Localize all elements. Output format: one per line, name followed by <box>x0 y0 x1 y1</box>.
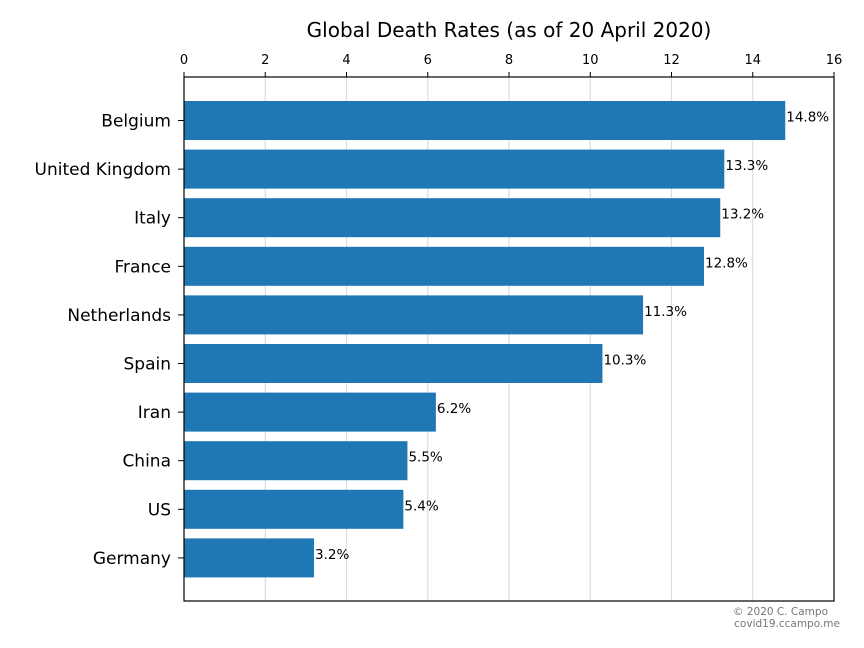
bar-united-kingdom <box>184 149 725 189</box>
data-label: 13.2% <box>721 207 764 223</box>
category-label: Germany <box>93 549 171 569</box>
data-label: 12.8% <box>705 255 748 271</box>
bar-iran <box>184 392 436 432</box>
x-tick-label: 10 <box>582 53 599 68</box>
bar-belgium <box>184 101 786 140</box>
bar-netherlands <box>184 295 644 335</box>
data-label: 5.4% <box>404 498 438 514</box>
bar-germany <box>184 538 314 578</box>
x-tick-label: 16 <box>826 53 843 68</box>
category-label: Italy <box>134 209 171 229</box>
category-labels: Belgium United Kingdom Italy France Netherla… <box>35 112 172 569</box>
x-axis-ticks: 0 2 4 6 8 10 12 14 16 <box>178 53 843 559</box>
category-label: US <box>148 500 171 520</box>
category-label: France <box>114 257 171 277</box>
data-label: 14.8% <box>786 110 829 126</box>
x-tick-label: 14 <box>744 53 761 68</box>
data-label: 3.2% <box>315 547 349 563</box>
x-tick-label: 0 <box>180 53 188 68</box>
credit-line-2: covid19.ccampo.me <box>734 618 840 630</box>
category-label: Belgium <box>101 112 171 132</box>
plot-frame <box>183 76 835 602</box>
data-label: 6.2% <box>437 401 471 417</box>
bar-france <box>184 246 704 286</box>
bars <box>184 101 786 578</box>
category-label: United Kingdom <box>35 160 171 180</box>
data-label: 13.3% <box>725 158 768 174</box>
x-tick-label: 4 <box>342 53 350 68</box>
category-label: Spain <box>124 355 172 375</box>
data-labels: 14.8% 13.3% 13.2% 12.8% 11.3% 10.3% 6.2% 5.5% 5.… <box>315 110 829 563</box>
x-tick-label: 2 <box>261 53 269 68</box>
category-label: Iran <box>138 403 171 423</box>
category-label: Netherlands <box>67 306 171 326</box>
x-tick-label: 6 <box>424 53 432 68</box>
category-label: China <box>122 452 171 472</box>
data-label: 5.5% <box>408 450 442 466</box>
bar-us <box>184 489 404 529</box>
bar-china <box>184 441 408 481</box>
credit-line-1: © 2020 C. Campo <box>733 606 828 618</box>
bar-spain <box>184 344 603 383</box>
x-tick-label: 8 <box>505 53 513 68</box>
data-label: 11.3% <box>644 304 687 320</box>
chart-title: Global Death Rates (as of 20 April 2020) <box>307 18 712 42</box>
data-label: 10.3% <box>603 353 646 369</box>
bar-italy <box>184 198 721 238</box>
x-tick-label: 12 <box>663 53 680 68</box>
